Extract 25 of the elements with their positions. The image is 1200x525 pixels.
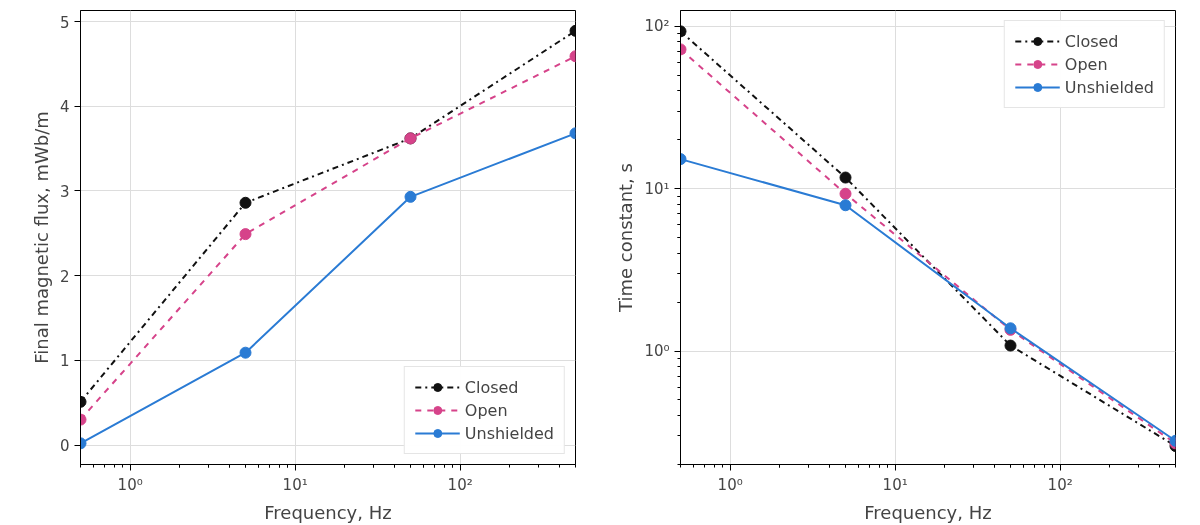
legend-label: Unshielded: [1064, 77, 1154, 97]
y-tick-label: 10¹: [644, 179, 670, 198]
legend-label: Closed: [1064, 31, 1119, 51]
y-axis-title: Time constant, s: [615, 163, 637, 313]
x-axis-title: Frequency, Hz: [864, 501, 992, 523]
legend-label: Open: [464, 400, 508, 420]
x-tick-label: 10¹: [282, 475, 308, 494]
x-tick-label: 10¹: [882, 475, 908, 494]
x-tick-label: 10²: [447, 475, 473, 494]
x-tick-label: 10²: [1047, 475, 1073, 494]
x-axis-title: Frequency, Hz: [264, 501, 392, 523]
y-axis-title: Final magnetic flux, mWb/m: [30, 111, 52, 364]
y-tick-label: 5: [59, 13, 70, 32]
y-tick-label: 1: [59, 352, 70, 371]
y-tick-label: 0: [59, 437, 70, 456]
x-tick-label: 10⁰: [117, 475, 143, 494]
y-tick-label: 2: [59, 267, 70, 286]
legend-label: Open: [1064, 54, 1108, 74]
y-tick-label: 10²: [644, 17, 670, 36]
y-tick-label: 3: [59, 182, 70, 201]
y-tick-label: 4: [59, 98, 70, 117]
legend-label: Unshielded: [464, 423, 554, 443]
x-tick-label: 10⁰: [717, 475, 743, 494]
legend-label: Closed: [464, 377, 519, 397]
y-tick-label: 10⁰: [644, 342, 670, 360]
